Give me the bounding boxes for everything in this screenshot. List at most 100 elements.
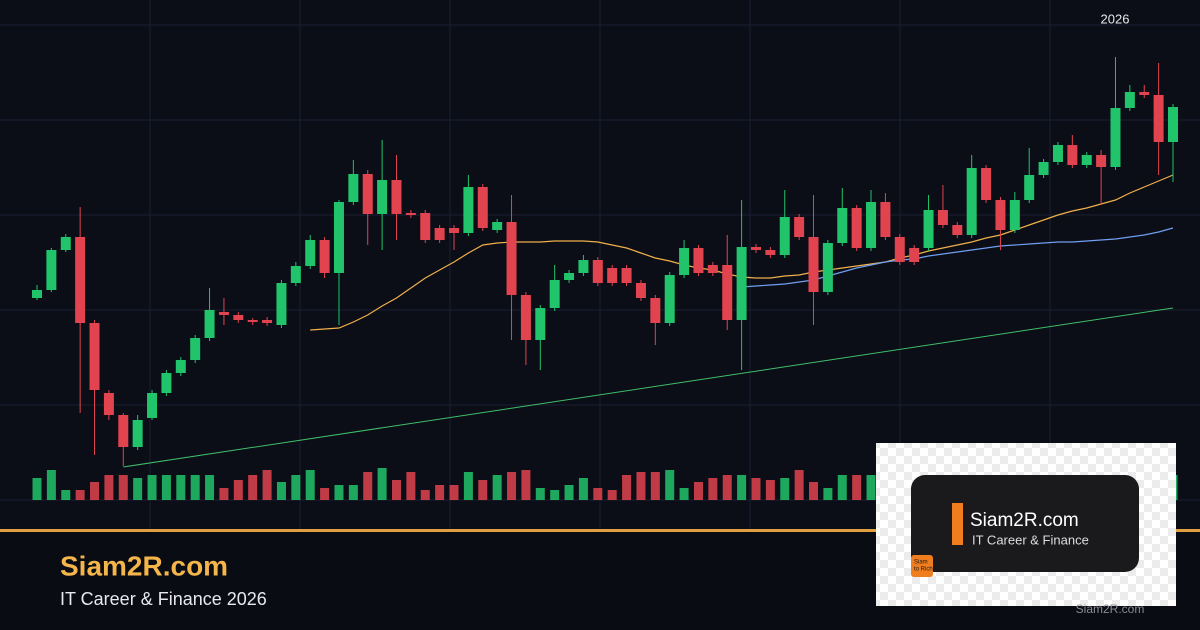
candle-body	[578, 260, 589, 273]
candle-body	[535, 308, 546, 340]
candle-body	[549, 280, 560, 308]
candle-body	[147, 393, 158, 418]
volume-bar	[32, 478, 42, 500]
candle-body	[1067, 145, 1078, 165]
volume-bar	[852, 475, 862, 500]
card-panel	[911, 475, 1139, 572]
candle-body	[204, 310, 215, 338]
volume-bar	[550, 490, 560, 500]
volume-bar	[650, 472, 660, 500]
candle-body	[966, 168, 977, 235]
volume-bar	[205, 475, 215, 500]
volume-bar	[665, 470, 675, 500]
candle-body	[434, 228, 445, 240]
logo-card: Siam2R.com IT Career & Finance Siam to R…	[876, 443, 1176, 606]
brand-subtitle: IT Career & Finance 2026	[60, 589, 267, 609]
candle-body	[621, 268, 632, 283]
volume-bar	[420, 490, 430, 500]
volume-bar	[190, 475, 200, 500]
volume-bar	[406, 472, 416, 500]
volume-bar	[765, 480, 775, 500]
card-subtitle: IT Career & Finance	[972, 532, 1089, 547]
divider	[0, 529, 1200, 532]
card-icon-text: to Rich	[914, 567, 933, 573]
volume-bar	[780, 478, 790, 500]
volume-bar	[794, 470, 804, 500]
candle-body	[995, 200, 1006, 230]
candle-body	[175, 360, 186, 373]
volume-bar	[521, 470, 531, 500]
candle-body	[1110, 108, 1121, 167]
candle-body	[1052, 145, 1063, 162]
volume-bar	[147, 475, 157, 500]
candle-body	[679, 248, 690, 275]
candle-body	[693, 248, 704, 273]
volume-bar	[363, 472, 373, 500]
volume-bar	[276, 482, 286, 500]
volume-bar	[262, 470, 272, 500]
candle-body	[1024, 175, 1035, 200]
volume-bar	[622, 475, 632, 500]
candle-body	[506, 222, 517, 295]
candle-body	[635, 283, 646, 298]
volume-bar	[708, 478, 718, 500]
candle-body	[1096, 155, 1107, 167]
volume-bar	[751, 478, 761, 500]
candle-body	[837, 208, 848, 243]
candle-body	[808, 237, 819, 292]
volume-bar	[449, 485, 459, 500]
candle-body	[75, 237, 86, 323]
candle-body	[1153, 95, 1164, 142]
candle-body	[650, 298, 661, 323]
volume-bar	[463, 472, 473, 500]
candle-body	[1009, 200, 1020, 230]
card-icon-text: Siam	[914, 560, 928, 566]
year-label: 2026	[1101, 11, 1130, 26]
volume-bar	[809, 482, 819, 500]
candle-body	[736, 247, 747, 320]
candle-body	[564, 273, 575, 280]
volume-bar	[679, 488, 689, 500]
candle-body	[319, 240, 330, 273]
volume-bar	[305, 470, 315, 500]
volume-bar	[348, 485, 358, 500]
volume-bar	[607, 490, 617, 500]
candle-body	[952, 225, 963, 235]
volume-bar	[535, 488, 545, 500]
candle-body	[492, 222, 503, 230]
candle-body	[247, 320, 258, 322]
candle-body	[851, 208, 862, 248]
candle-body	[276, 283, 287, 325]
volume-bar	[219, 488, 229, 500]
volume-bar	[837, 475, 847, 500]
card-accent	[952, 503, 963, 545]
volume-bar	[161, 475, 171, 500]
volume-bar	[636, 472, 646, 500]
volume-bar	[118, 475, 128, 500]
volume-bar	[90, 482, 100, 500]
candle-body	[391, 180, 402, 214]
candle-body	[592, 260, 603, 283]
candle-body	[765, 250, 776, 255]
candle-body	[520, 295, 531, 340]
candle-body	[750, 247, 761, 250]
candle-body	[779, 217, 790, 255]
candle-body	[664, 275, 675, 323]
candle-body	[132, 420, 143, 447]
brand-title: Siam2R.com	[60, 550, 228, 581]
candle-body	[118, 415, 129, 447]
candle-body	[362, 174, 373, 214]
candle-body	[377, 180, 388, 214]
candle-body	[923, 210, 934, 248]
candle-body	[894, 237, 905, 262]
candle-body	[722, 265, 733, 320]
candle-body	[348, 174, 359, 202]
footer-url: Siam2R.com	[1076, 602, 1145, 616]
volume-bar	[233, 480, 243, 500]
card-icon	[911, 555, 933, 577]
candle-body	[1081, 155, 1092, 165]
volume-bar	[492, 475, 502, 500]
volume-bar	[823, 488, 833, 500]
candle-body	[420, 213, 431, 240]
